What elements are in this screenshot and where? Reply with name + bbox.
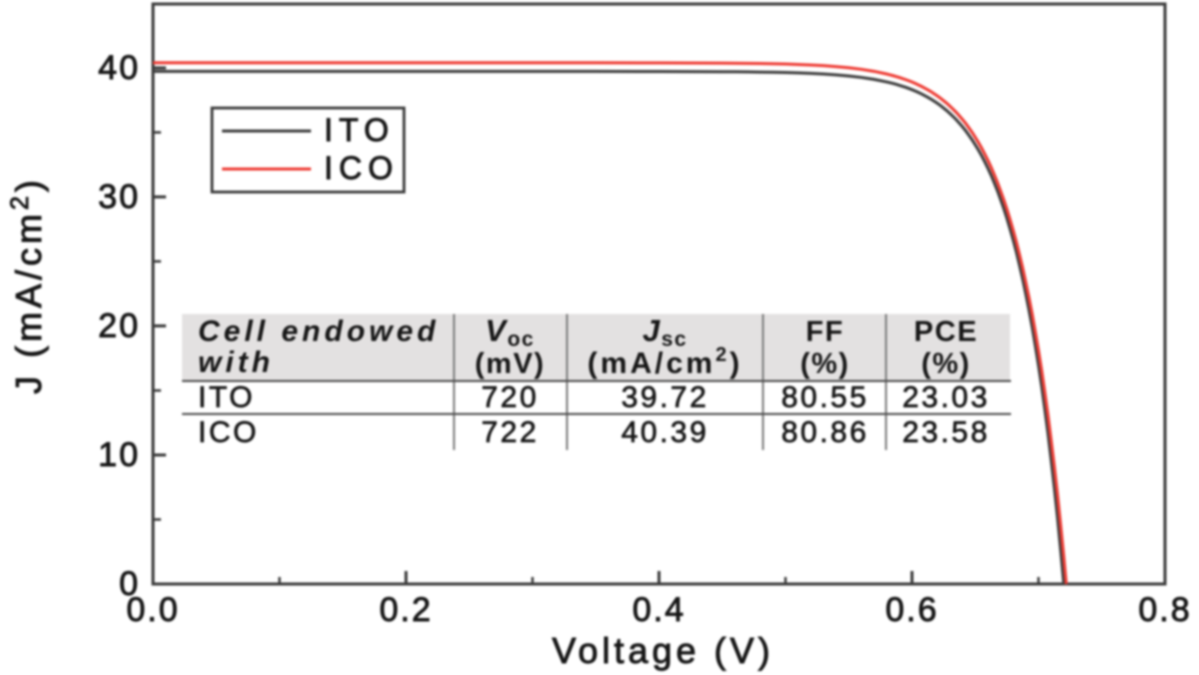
svg-text:(mV): (mV) xyxy=(475,348,545,380)
svg-text:10: 10 xyxy=(98,436,140,474)
svg-text:FF: FF xyxy=(806,316,844,348)
svg-text:30: 30 xyxy=(98,178,140,216)
svg-text:ITO: ITO xyxy=(198,381,255,414)
svg-text:39.72: 39.72 xyxy=(621,381,709,414)
svg-text:20: 20 xyxy=(98,307,140,345)
svg-text:0.4: 0.4 xyxy=(632,591,685,629)
svg-text:0: 0 xyxy=(119,565,140,603)
svg-text:722: 722 xyxy=(481,416,539,449)
svg-text:0.6: 0.6 xyxy=(885,591,938,629)
svg-text:23.58: 23.58 xyxy=(902,416,990,449)
svg-text:0.2: 0.2 xyxy=(379,591,432,629)
svg-text:ICO: ICO xyxy=(324,150,399,186)
svg-text:ITO: ITO xyxy=(324,112,395,148)
svg-text:720: 720 xyxy=(481,381,539,414)
svg-text:(%): (%) xyxy=(921,348,971,380)
svg-text:Cell endowed: Cell endowed xyxy=(198,315,439,348)
svg-text:J (mA/cm2): J (mA/cm2) xyxy=(6,176,49,394)
svg-text:0.8: 0.8 xyxy=(1138,591,1191,629)
svg-text:0.0: 0.0 xyxy=(126,591,179,629)
svg-text:with: with xyxy=(198,346,274,379)
svg-text:80.86: 80.86 xyxy=(781,416,869,449)
svg-text:(mA/cm2): (mA/cm2) xyxy=(587,344,742,380)
svg-text:23.03: 23.03 xyxy=(902,381,990,414)
svg-text:ICO: ICO xyxy=(198,416,259,449)
svg-text:40: 40 xyxy=(98,49,140,87)
svg-text:40.39: 40.39 xyxy=(621,416,709,449)
svg-text:(%): (%) xyxy=(800,348,850,380)
svg-text:80.55: 80.55 xyxy=(781,381,869,414)
svg-text:Voltage (V): Voltage (V) xyxy=(552,630,774,671)
svg-text:PCE: PCE xyxy=(914,316,978,348)
